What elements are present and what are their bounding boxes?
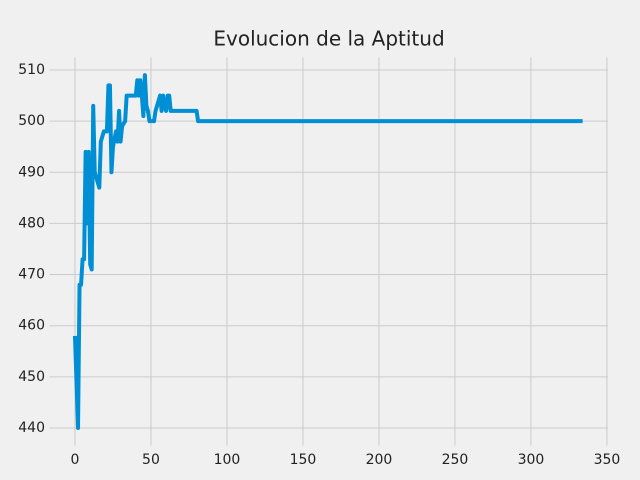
y-tick-label: 480 bbox=[18, 215, 45, 231]
x-tick-label: 250 bbox=[442, 452, 469, 468]
x-tick-label: 100 bbox=[214, 452, 241, 468]
y-tick-label: 440 bbox=[18, 420, 45, 436]
x-tick-label: 150 bbox=[290, 452, 317, 468]
x-tick-label: 350 bbox=[594, 452, 621, 468]
y-tick-label: 490 bbox=[18, 164, 45, 180]
x-tick-label: 0 bbox=[71, 452, 80, 468]
line bbox=[72, 73, 583, 430]
plot bbox=[72, 73, 583, 430]
y-tick-label: 450 bbox=[18, 369, 45, 385]
chart-title: Evolucion de la Aptitud bbox=[213, 27, 444, 51]
y-tick-label: 510 bbox=[18, 62, 45, 78]
y-tick-label: 470 bbox=[18, 267, 45, 283]
x-tick-label: 300 bbox=[518, 452, 545, 468]
x-tick-label: 200 bbox=[366, 452, 393, 468]
y-tick-label: 500 bbox=[18, 113, 45, 129]
x-tick-label: 50 bbox=[142, 452, 160, 468]
y-tick-label: 460 bbox=[18, 318, 45, 334]
